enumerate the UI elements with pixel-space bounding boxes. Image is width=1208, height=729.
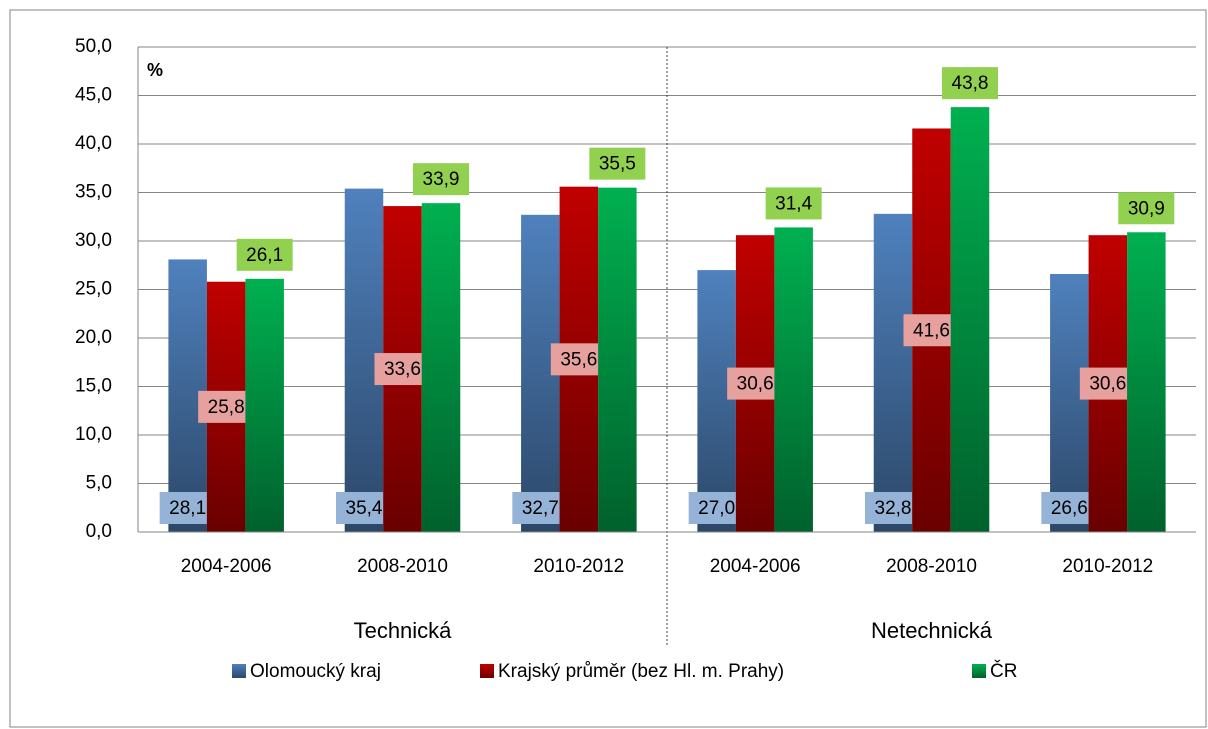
value-label: 28,1	[169, 498, 206, 519]
value-label-box	[727, 367, 784, 400]
value-label: 26,1	[246, 245, 283, 266]
value-label-box	[413, 163, 469, 196]
y-tick-label: 0,0	[86, 521, 112, 542]
value-label-box	[942, 67, 998, 100]
value-label: 26,6	[1051, 498, 1088, 519]
value-label-box	[159, 492, 216, 524]
x-tick-label: 2010-2012	[1062, 556, 1153, 577]
legend-label: ČR	[990, 660, 1017, 682]
y-tick-label: 45,0	[75, 85, 112, 106]
y-tick-label: 40,0	[75, 133, 112, 154]
y-tick-label: 5,0	[86, 473, 112, 494]
x-tick-label: 2010-2012	[533, 556, 624, 577]
bar-shade	[950, 107, 990, 532]
value-label: 30,6	[737, 374, 774, 395]
value-label: 30,6	[1089, 374, 1126, 395]
value-label: 41,6	[913, 320, 950, 341]
y-tick-label: 20,0	[75, 327, 112, 348]
x-tick-label: 2008-2010	[357, 556, 448, 577]
y-tick-label: 35,0	[75, 182, 112, 203]
value-label-box	[374, 353, 431, 386]
value-label: 30,9	[1128, 198, 1165, 219]
value-label-box	[1041, 492, 1098, 524]
value-label: 33,6	[384, 359, 421, 380]
x-tick-label: 2004-2006	[181, 556, 272, 577]
legend-label: Olomoucký kraj	[250, 661, 381, 682]
bar-shade	[421, 203, 461, 533]
y-axis-label: %	[147, 60, 163, 80]
value-label: 32,7	[522, 498, 559, 519]
bar-shade	[774, 227, 813, 533]
bar-shade	[697, 270, 736, 532]
x-tick-label: 2008-2010	[886, 556, 977, 577]
value-label-box	[865, 492, 921, 524]
value-label: 35,5	[599, 154, 636, 175]
value-label-box	[1118, 192, 1175, 225]
value-label-box	[236, 238, 293, 271]
legend-swatch-shade	[480, 664, 494, 678]
bar-shade	[245, 278, 284, 532]
value-label: 32,8	[875, 498, 912, 519]
value-label: 31,4	[775, 193, 812, 214]
bar-shade	[598, 187, 637, 532]
value-label-box	[688, 492, 745, 524]
group-label: Technická	[354, 618, 453, 643]
value-label: 43,8	[952, 73, 989, 94]
x-tick-label: 2004-2006	[710, 556, 801, 577]
y-tick-label: 10,0	[75, 424, 112, 445]
y-tick-label: 50,0	[75, 36, 112, 57]
y-tick-label: 15,0	[75, 376, 112, 397]
value-label-box	[336, 492, 392, 524]
value-label: 35,4	[346, 498, 383, 519]
legend-swatch-shade	[972, 664, 986, 678]
bar-shade	[1050, 273, 1089, 532]
legend-swatch-shade	[232, 664, 246, 678]
bar-shade	[1127, 232, 1166, 532]
bar-shade	[873, 213, 913, 532]
value-label-box	[550, 343, 607, 376]
value-label-box	[512, 492, 569, 524]
y-tick-label: 25,0	[75, 279, 112, 300]
value-label: 25,8	[208, 397, 245, 418]
value-label: 35,6	[560, 349, 597, 370]
value-label: 33,9	[423, 169, 460, 190]
value-label-box	[1079, 367, 1136, 400]
value-label-box	[903, 314, 960, 347]
value-label-box	[198, 390, 255, 423]
value-label: 27,0	[698, 498, 735, 519]
y-tick-label: 30,0	[75, 230, 112, 251]
value-label-box	[589, 147, 646, 180]
group-label: Netechnická	[871, 618, 993, 643]
legend-label: Krajský průměr (bez Hl. m. Prahy)	[498, 661, 784, 682]
value-label-box	[765, 187, 822, 220]
